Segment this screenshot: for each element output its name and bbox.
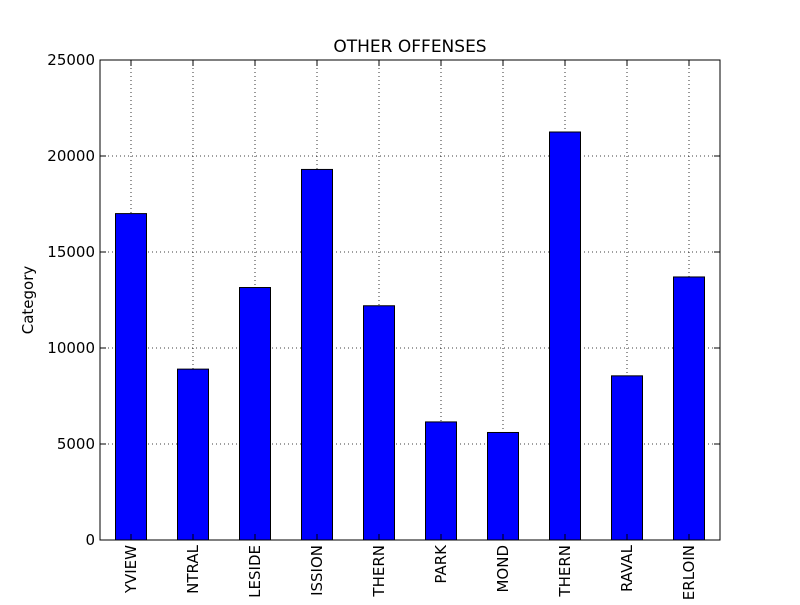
y-tick-label: 10000 [47, 339, 95, 357]
x-tick-label-mission: ISSION [308, 545, 326, 596]
x-tick-label-taraval: RAVAL [618, 544, 636, 592]
x-tick-label-richmond: MOND [494, 545, 512, 593]
y-tick-label: 0 [85, 531, 95, 549]
bar-park [425, 421, 457, 541]
bar-richmond [487, 431, 519, 541]
bars [115, 131, 705, 541]
bar-southern [549, 131, 581, 541]
plot-frame [99, 59, 721, 541]
x-tick-label-tenderloin: ERLOIN [680, 545, 698, 600]
bar-tenderloin [673, 276, 705, 541]
tick-marks [100, 59, 720, 541]
bar-mission [301, 168, 333, 541]
x-tick-label-central: NTRAL [184, 544, 202, 593]
bar-northern [363, 305, 395, 541]
x-tick-label-bayview: YVIEW [122, 545, 140, 594]
y-tick-label: 25000 [47, 51, 95, 69]
bar-bayview [115, 213, 147, 541]
x-tick-label-park: PARK [432, 544, 450, 584]
y-tick-label: 20000 [47, 147, 95, 165]
bar-ingleside [239, 287, 271, 541]
bar-taraval [611, 375, 643, 541]
y-tick-labels: 0 5000 10000 15000 20000 25000 [47, 51, 95, 549]
y-tick-label: 15000 [47, 243, 95, 261]
x-tick-labels: YVIEW NTRAL LESIDE ISSION THERN PARK MOND THERN… [122, 544, 698, 600]
y-tick-label: 5000 [57, 435, 95, 453]
x-tick-label-southern: THERN [556, 545, 574, 598]
bar-central [177, 368, 209, 541]
x-tick-label-northern: THERN [370, 545, 388, 598]
x-tick-label-ingleside: LESIDE [246, 545, 264, 598]
chart-title: OTHER OFFENSES [333, 37, 486, 57]
y-axis-label: Category [19, 266, 37, 335]
